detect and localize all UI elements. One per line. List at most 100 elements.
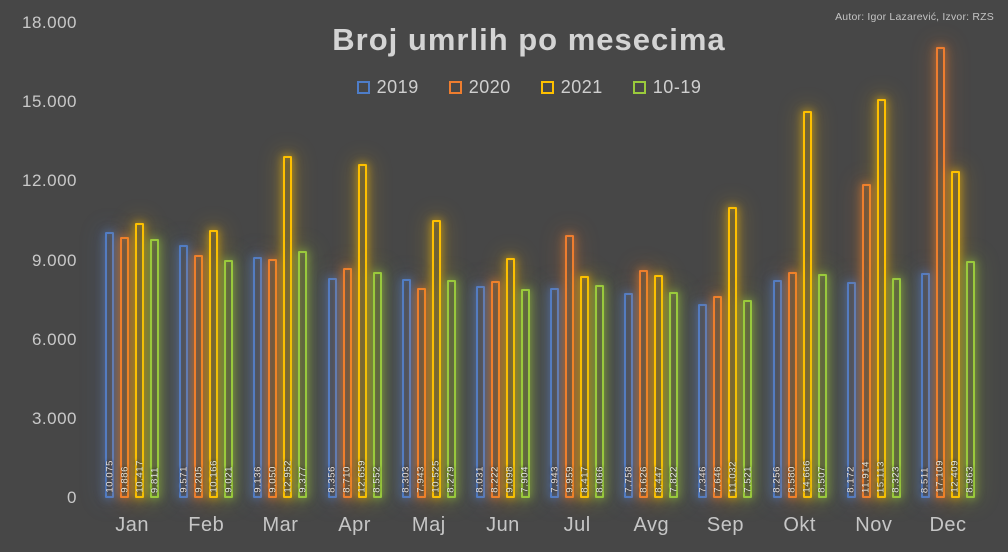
bar-value-label: 8.323 — [890, 466, 902, 493]
bar-value-label: 7.346 — [697, 466, 709, 493]
bar-value-label: 8.303 — [400, 466, 412, 493]
month-group-Jun: 8.031 8.222 9.098 7.904 — [466, 23, 540, 498]
bar-2021-Nov: 15.113 — [876, 99, 887, 498]
bar-2019-Maj: 8.303 — [400, 278, 412, 498]
bar-value-label: 8.031 — [474, 466, 486, 493]
legend-swatch-icon — [632, 81, 646, 94]
bar-value-label: 14.666 — [801, 460, 813, 493]
bar-10-19-Jan: 9.811 — [149, 239, 161, 498]
bar-2021-Avg: 8.447 — [653, 275, 665, 498]
month-group-Okt: 8.256 8.580 14.666 8.507 — [763, 23, 837, 498]
x-label-Nov: Nov — [855, 514, 893, 536]
x-label-Jan: Jan — [115, 514, 149, 536]
legend-label: 10-19 — [652, 77, 702, 97]
month-group-Maj: 8.303 7.943 10.525 8.279 — [392, 23, 466, 498]
bar-value-label: 7.943 — [415, 466, 427, 493]
author-note: Autor: Igor Lazarević, Izvor: RZS — [835, 11, 994, 23]
month-group-Avg: 7.758 8.626 8.447 7.822 — [614, 23, 688, 498]
bar-2021-Feb: 10.166 — [208, 229, 219, 498]
bar-2021-Jan: 10.417 — [134, 223, 146, 498]
plot-area: 10.075 9.886 10.417 9.811 9.571 9.205 10.166 9.… — [95, 23, 985, 498]
bar-value-label: 8.356 — [326, 466, 338, 493]
bar-2019-Nov: 8.172 — [846, 282, 857, 498]
bar-value-label: 7.646 — [712, 466, 724, 493]
bar-2021-Jun: 9.098 — [505, 257, 516, 498]
bar-2020-Okt: 8.580 — [786, 271, 798, 498]
bar-value-label: 12.952 — [282, 460, 294, 493]
bar-2020-Dec: 17.109 — [934, 46, 946, 498]
bar-2019-Apr: 8.356 — [326, 277, 338, 498]
bar-10-19-Mar: 9.377 — [297, 250, 309, 498]
x-label-Avg: Avg — [633, 514, 670, 536]
bar-value-label: 12.409 — [949, 460, 961, 493]
bar-value-label: 8.447 — [653, 466, 665, 493]
bar-2019-Jun: 8.031 — [474, 286, 486, 498]
bar-2019-Avg: 7.758 — [623, 293, 635, 498]
bar-2020-Nov: 11.914 — [860, 183, 872, 498]
x-label-Okt: Okt — [783, 514, 816, 536]
bar-10-19-Jul: 8.066 — [594, 285, 606, 498]
legend-item-10-19: 10-19 — [632, 77, 702, 98]
bar-value-label: 8.279 — [445, 466, 457, 493]
bar-value-label: 9.136 — [252, 466, 264, 493]
x-label-Feb: Feb — [188, 514, 225, 536]
bar-2020-Sep: 7.646 — [712, 296, 724, 498]
bar-2020-Maj: 7.943 — [415, 288, 427, 498]
bar-value-label: 8.580 — [786, 466, 798, 493]
x-label-Sep: Sep — [706, 514, 744, 536]
x-axis: Jan Feb Mar Apr Maj Jun Jul Avg Sep Okt Nov Dec — [95, 514, 985, 537]
month-group-Apr: 8.356 8.710 12.659 8.552 — [318, 23, 392, 498]
bar-value-label: 7.943 — [549, 466, 561, 493]
bar-value-label: 8.256 — [771, 466, 783, 493]
bar-value-label: 9.811 — [149, 466, 161, 493]
bar-2021-Sep: 11.032 — [727, 206, 738, 498]
bar-2019-Sep: 7.346 — [697, 304, 709, 498]
bar-value-label: 10.075 — [104, 460, 116, 493]
y-tick-9000: 9.000 — [31, 250, 77, 270]
bar-10-19-Apr: 8.552 — [372, 272, 383, 498]
bar-value-label: 7.904 — [519, 466, 531, 493]
bar-10-19-Jun: 7.904 — [519, 289, 531, 498]
bar-value-label: 12.659 — [356, 460, 368, 493]
bar-2021-Dec: 12.409 — [949, 170, 961, 498]
bar-10-19-Maj: 8.279 — [445, 279, 457, 498]
bar-value-label: 9.377 — [297, 466, 309, 493]
bar-value-label: 8.066 — [594, 466, 606, 493]
legend-item-2019: 2019 — [356, 77, 419, 98]
bar-2019-Okt: 8.256 — [771, 280, 783, 498]
bar-value-label: 17.109 — [934, 460, 946, 493]
month-group-Nov: 8.172 11.914 15.113 8.323 — [837, 23, 911, 498]
legend-swatch-icon — [540, 81, 554, 94]
bar-value-label: 7.758 — [623, 466, 635, 493]
bar-value-label: 10.417 — [134, 460, 146, 493]
bar-2021-Mar: 12.952 — [282, 156, 294, 498]
x-label-Dec: Dec — [929, 514, 967, 536]
bar-value-label: 9.205 — [193, 466, 205, 493]
month-group-Feb: 9.571 9.205 10.166 9.021 — [169, 23, 243, 498]
bar-2020-Avg: 8.626 — [638, 270, 649, 498]
legend-swatch-icon — [448, 81, 462, 94]
bar-value-label: 8.511 — [919, 466, 931, 493]
bar-value-label: 8.222 — [489, 466, 501, 493]
x-label-Maj: Maj — [411, 514, 446, 536]
bar-2019-Jan: 10.075 — [104, 232, 116, 498]
legend: 2019 2020 2021 10-19 — [50, 77, 1008, 98]
legend-swatch-icon — [356, 81, 370, 94]
bar-value-label: 8.710 — [341, 466, 353, 493]
bar-2021-Maj: 10.525 — [431, 220, 442, 498]
bar-2019-Feb: 9.571 — [178, 245, 189, 498]
bar-value-label: 11.914 — [860, 461, 872, 493]
bar-value-label: 8.963 — [964, 466, 976, 493]
month-group-Mar: 9.136 9.050 12.952 9.377 — [243, 23, 317, 498]
month-group-Sep: 7.346 7.646 11.032 7.521 — [688, 23, 762, 498]
x-label-Jul: Jul — [563, 514, 591, 536]
bar-2020-Jul: 9.959 — [564, 235, 575, 498]
bar-2019-Mar: 9.136 — [252, 256, 264, 498]
bar-10-19-Feb: 9.021 — [223, 259, 234, 498]
bar-10-19-Nov: 8.323 — [890, 278, 902, 498]
legend-label: 2021 — [560, 77, 603, 97]
month-group-Jul: 7.943 9.959 8.417 8.066 — [540, 23, 614, 498]
bar-2020-Feb: 9.205 — [193, 255, 205, 498]
bar-2020-Mar: 9.050 — [267, 259, 278, 498]
